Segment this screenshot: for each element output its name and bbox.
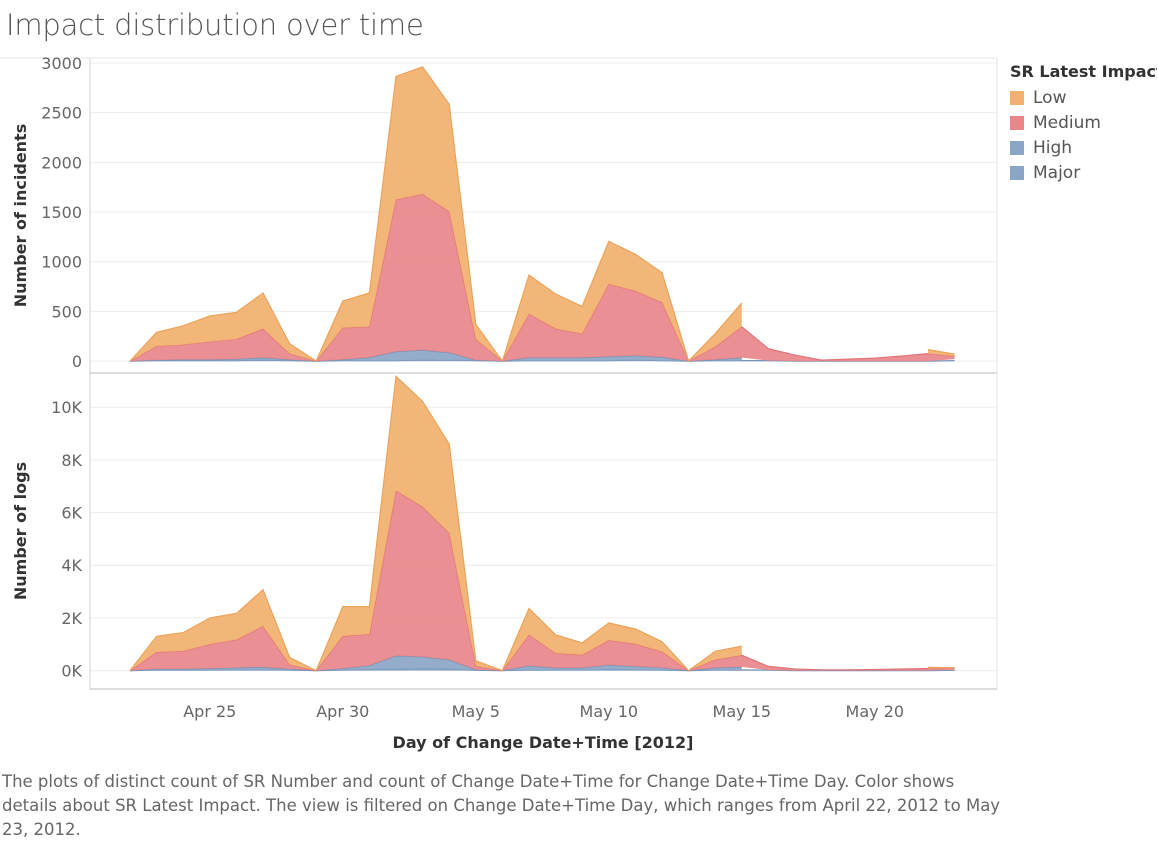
x-tick-label: May 15 [713, 702, 772, 721]
legend-label-low: Low [1033, 87, 1067, 108]
legend-item-medium[interactable]: Medium [1010, 110, 1157, 135]
y-tick-label: 10K [51, 398, 82, 417]
legend-label-medium: Medium [1033, 112, 1101, 133]
legend-label-high: High [1033, 137, 1073, 158]
page-title: Impact distribution over time [6, 8, 424, 42]
y-tick-label: 4K [61, 556, 82, 575]
y-axis-title: Number of incidents [11, 124, 30, 307]
legend-swatch-high [1010, 140, 1024, 155]
area-high [130, 350, 742, 362]
x-tick-label: Apr 25 [183, 702, 236, 721]
area-line-low [129, 66, 743, 363]
legend-item-high[interactable]: High [1010, 135, 1157, 160]
y-tick-label: 6K [61, 504, 82, 523]
y-tick-label: 1500 [41, 203, 82, 222]
panel-2: 0K 2K 4K 6K 8K 10K Number of logs [11, 373, 998, 690]
y-tick-label: 2K [61, 609, 82, 628]
chart-caption: The plots of distinct count of SR Number… [2, 772, 1001, 839]
x-tick-label: May 5 [452, 702, 500, 721]
chart-area: 0 500 1000 1500 2000 2500 3000 Number of incide… [0, 54, 998, 752]
area-line-low [129, 374, 742, 672]
panel-1: 0 500 1000 1500 2000 2500 3000 Number of incide… [0, 54, 998, 374]
x-tick-label: Apr 30 [316, 702, 369, 721]
y-tick-label: 1000 [41, 253, 82, 272]
y-tick-label: 2500 [41, 104, 82, 123]
y-tick-label: 500 [51, 302, 82, 321]
y-tick-label: 3000 [41, 54, 82, 73]
y-axis-title: Number of logs [11, 462, 30, 600]
legend-swatch-medium [1010, 115, 1024, 130]
area-low [130, 66, 742, 362]
legend-swatch-low [1010, 90, 1024, 105]
legend-title: SR Latest Impact [1010, 62, 1157, 81]
y-tick-label: 2000 [41, 153, 82, 172]
y-tick-label: 0 [72, 352, 82, 371]
legend-item-major[interactable]: Major [1010, 160, 1157, 185]
area-high [130, 655, 742, 671]
y-tick-label: 8K [61, 451, 82, 470]
x-axis-title: Day of Change Date+Time [2012] [393, 733, 694, 752]
legend[interactable]: SR Latest Impact Low Medium High Major [1010, 62, 1157, 185]
x-tick-label: May 20 [846, 702, 905, 721]
area-line-medium [129, 193, 955, 363]
area-low [130, 376, 742, 671]
legend-label-major: Major [1033, 162, 1081, 183]
area-medium [130, 194, 955, 362]
x-tick-label: May 10 [580, 702, 639, 721]
area-line-low [927, 349, 955, 355]
x-axis: Apr 25 Apr 30 May 5 May 10 May 15 May 20 Day o… [183, 702, 904, 752]
legend-item-low[interactable]: Low [1010, 85, 1157, 110]
y-tick-label: 0K [61, 662, 82, 681]
area-medium [130, 490, 955, 671]
legend-swatch-major [1010, 165, 1024, 180]
